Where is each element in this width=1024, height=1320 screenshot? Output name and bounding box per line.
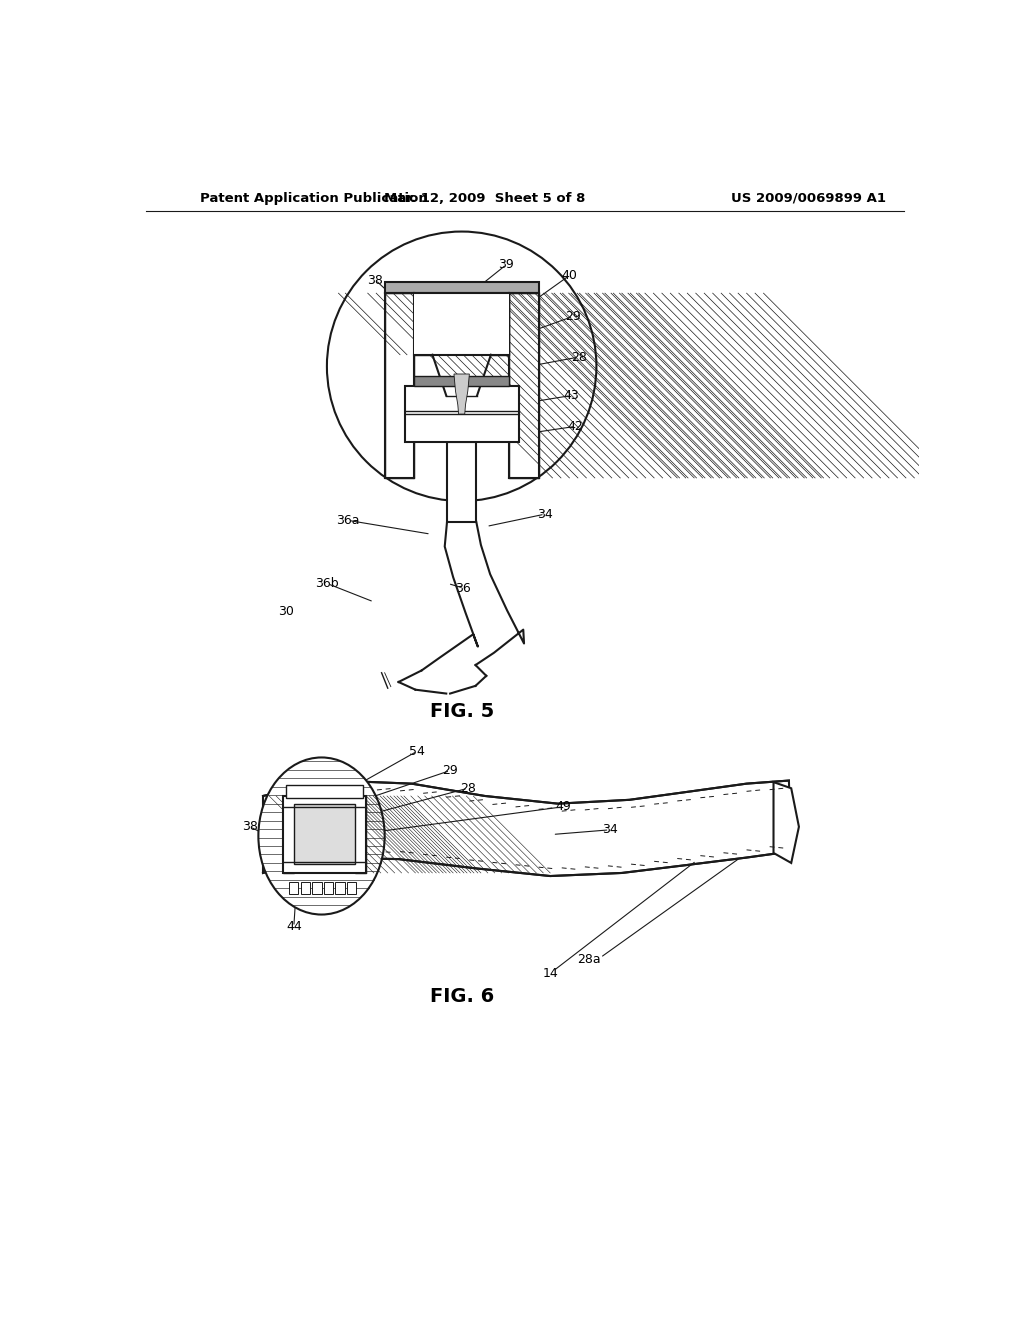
Text: 40: 40 bbox=[275, 862, 291, 875]
Text: Patent Application Publication: Patent Application Publication bbox=[200, 191, 428, 205]
Text: 42: 42 bbox=[567, 420, 584, 433]
Bar bbox=[312, 882, 322, 894]
Bar bbox=[324, 882, 333, 894]
Bar bbox=[283, 796, 294, 873]
Text: FIG. 5: FIG. 5 bbox=[429, 702, 494, 721]
Text: 28: 28 bbox=[570, 351, 587, 363]
Bar bbox=[509, 293, 539, 478]
Bar bbox=[447, 442, 476, 521]
Text: 28a: 28a bbox=[577, 953, 600, 966]
Text: 34: 34 bbox=[537, 508, 553, 520]
Text: 29: 29 bbox=[565, 310, 582, 323]
Text: 44: 44 bbox=[286, 920, 302, 933]
Text: 38: 38 bbox=[242, 820, 258, 833]
Bar bbox=[385, 282, 539, 293]
Text: 43: 43 bbox=[563, 389, 579, 403]
Bar bbox=[490, 293, 509, 355]
Bar bbox=[294, 804, 355, 863]
Text: US 2009/0069899 A1: US 2009/0069899 A1 bbox=[731, 191, 886, 205]
Bar bbox=[336, 882, 345, 894]
Bar bbox=[414, 293, 509, 355]
Text: 36: 36 bbox=[456, 582, 471, 594]
Polygon shape bbox=[454, 374, 469, 414]
Bar bbox=[289, 882, 298, 894]
Polygon shape bbox=[263, 780, 792, 876]
Text: 30: 30 bbox=[279, 605, 294, 618]
Bar bbox=[286, 785, 364, 797]
Bar bbox=[414, 376, 509, 387]
Text: FIG. 6: FIG. 6 bbox=[429, 986, 494, 1006]
Text: 54: 54 bbox=[409, 744, 425, 758]
Text: 39: 39 bbox=[499, 259, 514, 271]
Text: 36b: 36b bbox=[315, 577, 339, 590]
Bar bbox=[404, 387, 518, 442]
Text: 29: 29 bbox=[442, 764, 458, 777]
Text: 34: 34 bbox=[602, 824, 617, 837]
Bar bbox=[347, 882, 356, 894]
Ellipse shape bbox=[258, 758, 385, 915]
Polygon shape bbox=[773, 781, 799, 863]
Bar bbox=[385, 293, 414, 478]
Text: 14: 14 bbox=[543, 966, 558, 979]
Text: 28: 28 bbox=[460, 781, 476, 795]
Text: 36a: 36a bbox=[336, 513, 359, 527]
Bar bbox=[283, 796, 367, 873]
Bar bbox=[301, 882, 310, 894]
Text: 40: 40 bbox=[561, 269, 578, 282]
Bar bbox=[414, 293, 432, 355]
Text: 38: 38 bbox=[368, 273, 383, 286]
Text: 49: 49 bbox=[555, 800, 571, 813]
Bar bbox=[355, 796, 367, 873]
Text: Mar. 12, 2009  Sheet 5 of 8: Mar. 12, 2009 Sheet 5 of 8 bbox=[384, 191, 586, 205]
